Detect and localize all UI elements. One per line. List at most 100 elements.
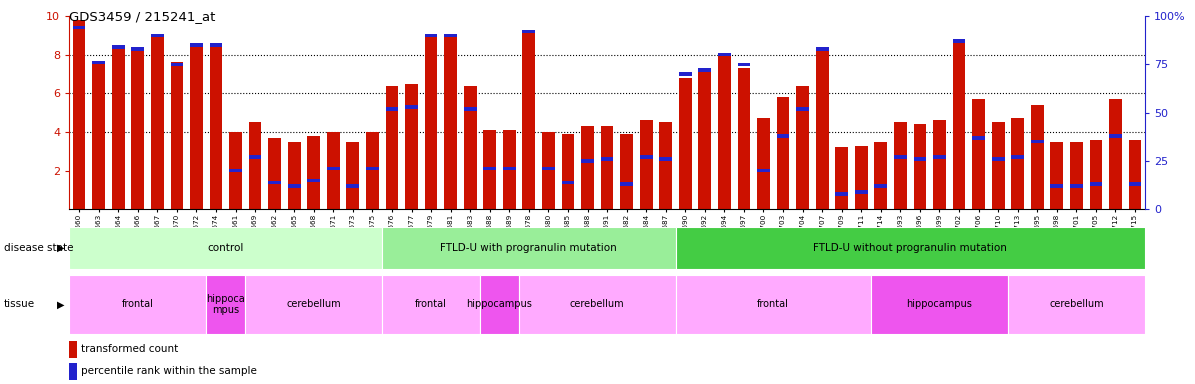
Text: ▶: ▶ — [57, 243, 65, 253]
Bar — [562, 180, 575, 184]
Bar — [382, 275, 480, 334]
Bar — [69, 363, 76, 380]
Bar — [190, 45, 203, 209]
Text: GDS3459 / 215241_at: GDS3459 / 215241_at — [69, 10, 215, 23]
Bar — [660, 157, 672, 161]
Bar — [737, 68, 750, 209]
Bar — [796, 107, 809, 111]
Bar — [973, 136, 985, 139]
Bar — [347, 142, 360, 209]
Bar — [620, 134, 633, 209]
Bar — [1109, 134, 1122, 137]
Bar — [1128, 140, 1141, 209]
Bar — [698, 68, 711, 72]
Bar — [816, 51, 828, 209]
Text: cerebellum: cerebellum — [570, 299, 625, 310]
Bar — [131, 47, 145, 51]
Bar — [112, 45, 124, 49]
Bar — [171, 63, 183, 209]
Bar — [445, 34, 456, 37]
Bar — [660, 122, 672, 209]
Bar — [151, 37, 164, 209]
Bar — [386, 107, 398, 111]
Bar — [973, 99, 985, 209]
Bar — [347, 184, 360, 188]
Bar — [307, 136, 320, 209]
Bar — [1007, 275, 1145, 334]
Bar — [249, 156, 262, 159]
Bar — [581, 126, 594, 209]
Text: disease state: disease state — [4, 243, 73, 253]
Bar — [543, 132, 554, 209]
Bar — [207, 275, 245, 334]
Bar — [405, 105, 418, 109]
Bar — [679, 72, 692, 76]
Bar — [288, 142, 301, 209]
Text: frontal: frontal — [758, 299, 789, 310]
Bar — [698, 72, 711, 209]
Text: FTLD-U with progranulin mutation: FTLD-U with progranulin mutation — [441, 243, 617, 253]
Bar — [777, 134, 790, 137]
Bar — [1031, 105, 1043, 209]
Bar — [620, 182, 633, 186]
Bar — [464, 107, 477, 111]
Bar — [522, 31, 535, 209]
Bar — [229, 132, 241, 209]
Bar — [327, 167, 339, 170]
Bar — [796, 86, 809, 209]
Bar — [835, 147, 848, 209]
Bar — [327, 132, 339, 209]
Bar — [112, 49, 124, 209]
Bar — [639, 156, 652, 159]
Bar — [854, 146, 868, 209]
Bar — [483, 167, 496, 170]
Bar — [503, 130, 515, 209]
Bar — [992, 122, 1005, 209]
Bar — [424, 35, 437, 209]
Text: tissue: tissue — [4, 299, 35, 310]
Bar — [675, 275, 871, 334]
Bar — [1090, 140, 1102, 209]
Bar — [503, 167, 515, 170]
Bar — [1050, 184, 1064, 188]
Bar — [913, 124, 926, 209]
Bar — [952, 43, 966, 209]
Bar — [424, 34, 437, 37]
Bar — [209, 45, 222, 209]
Bar — [382, 227, 675, 269]
Bar — [1070, 184, 1083, 188]
Bar — [854, 190, 868, 194]
Bar — [894, 122, 907, 209]
Bar — [816, 47, 828, 51]
Bar — [562, 134, 575, 209]
Bar — [1011, 156, 1024, 159]
Bar — [601, 126, 613, 209]
Bar — [737, 63, 750, 66]
Bar — [871, 275, 1007, 334]
Bar — [307, 179, 320, 182]
Text: hippocampus: hippocampus — [466, 299, 533, 310]
Bar — [268, 180, 281, 184]
Bar — [464, 86, 477, 209]
Bar — [718, 53, 730, 56]
Bar — [366, 167, 379, 170]
Text: cerebellum: cerebellum — [1049, 299, 1104, 310]
Bar — [483, 130, 496, 209]
Bar — [835, 192, 848, 195]
Bar — [69, 341, 76, 358]
Text: hippocampus: hippocampus — [907, 299, 973, 310]
Bar — [445, 37, 456, 209]
Bar — [151, 34, 164, 37]
Bar — [718, 55, 730, 209]
Bar — [209, 43, 222, 47]
Text: control: control — [208, 243, 244, 253]
Bar — [1109, 99, 1122, 209]
Bar — [875, 184, 887, 188]
Bar — [522, 30, 535, 33]
Text: transformed count: transformed count — [81, 344, 178, 354]
Bar — [190, 43, 203, 47]
Bar — [992, 157, 1005, 161]
Bar — [913, 157, 926, 161]
Bar — [171, 63, 183, 66]
Text: hippoca
mpus: hippoca mpus — [207, 293, 245, 315]
